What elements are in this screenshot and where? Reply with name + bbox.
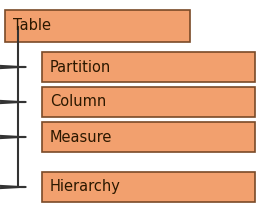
FancyBboxPatch shape [42, 172, 255, 202]
Text: Measure: Measure [50, 130, 112, 145]
FancyBboxPatch shape [5, 10, 190, 42]
Text: Partition: Partition [50, 60, 111, 74]
Text: Hierarchy: Hierarchy [50, 180, 121, 194]
Text: Column: Column [50, 95, 106, 110]
FancyBboxPatch shape [42, 87, 255, 117]
FancyBboxPatch shape [42, 52, 255, 82]
FancyBboxPatch shape [42, 122, 255, 152]
Text: Table: Table [13, 18, 51, 33]
